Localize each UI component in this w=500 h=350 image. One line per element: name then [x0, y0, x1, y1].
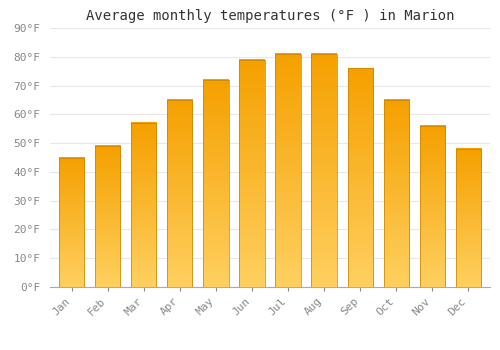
- Title: Average monthly temperatures (°F ) in Marion: Average monthly temperatures (°F ) in Ma…: [86, 9, 454, 23]
- Bar: [131, 123, 156, 287]
- Bar: [456, 149, 481, 287]
- Bar: [167, 100, 192, 287]
- Bar: [240, 60, 264, 287]
- Bar: [95, 146, 120, 287]
- Bar: [312, 54, 336, 287]
- Bar: [204, 80, 229, 287]
- Bar: [59, 158, 84, 287]
- Bar: [348, 68, 373, 287]
- Bar: [384, 100, 409, 287]
- Bar: [420, 126, 445, 287]
- Bar: [276, 54, 300, 287]
